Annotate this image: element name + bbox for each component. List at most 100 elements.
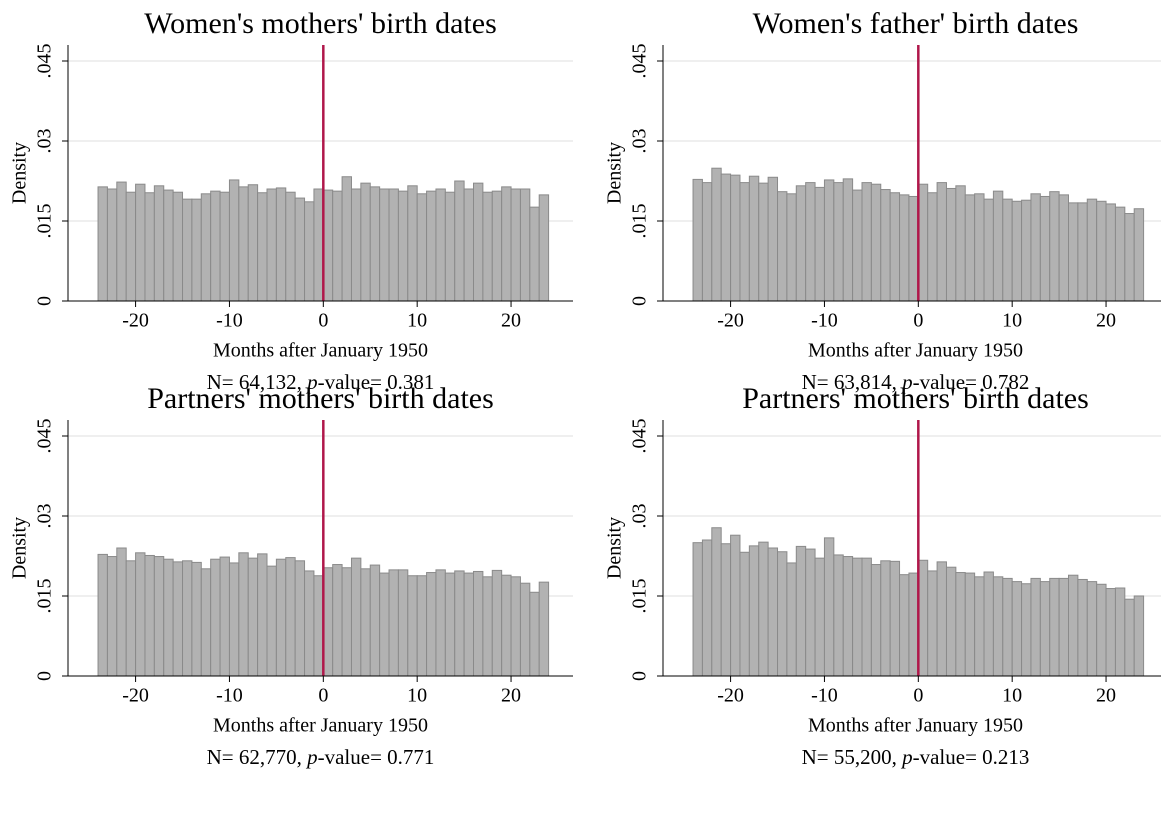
bar bbox=[1096, 200, 1107, 302]
bar bbox=[529, 591, 540, 677]
bar bbox=[219, 191, 230, 302]
bar bbox=[1058, 577, 1070, 677]
bar bbox=[1133, 595, 1145, 677]
bar bbox=[360, 182, 371, 302]
x-tick-label: 20 bbox=[501, 685, 521, 707]
bar bbox=[341, 567, 352, 677]
bar bbox=[313, 188, 324, 302]
bar bbox=[1086, 198, 1098, 302]
bar bbox=[852, 189, 863, 302]
bar bbox=[711, 167, 722, 302]
bar bbox=[899, 194, 910, 302]
bar bbox=[407, 185, 418, 302]
y-tick-label: .015 bbox=[629, 579, 651, 614]
note: N= 64,132, p-value= 0.381 bbox=[207, 370, 435, 394]
bar bbox=[454, 180, 465, 302]
bar bbox=[1068, 574, 1079, 677]
bar bbox=[1105, 203, 1116, 302]
bar bbox=[426, 572, 437, 677]
bar bbox=[945, 566, 957, 677]
bar bbox=[247, 184, 259, 302]
y-tick-label: .045 bbox=[629, 419, 651, 454]
bar bbox=[880, 189, 891, 302]
bar bbox=[172, 191, 184, 302]
bar bbox=[416, 575, 428, 677]
bar bbox=[833, 554, 844, 677]
bar bbox=[795, 545, 807, 677]
bar bbox=[491, 569, 503, 677]
bar bbox=[1068, 202, 1079, 302]
bar bbox=[1124, 598, 1135, 677]
y-tick-label: 0 bbox=[629, 671, 651, 681]
bar bbox=[842, 556, 854, 677]
x-tick-label: 10 bbox=[407, 310, 427, 332]
bar bbox=[275, 558, 287, 677]
bar bbox=[191, 561, 202, 677]
y-tick-label: .045 bbox=[34, 419, 56, 454]
bar bbox=[219, 556, 230, 677]
bar bbox=[1086, 581, 1098, 677]
bar bbox=[955, 185, 966, 302]
bar bbox=[200, 193, 212, 302]
bar bbox=[426, 190, 437, 302]
note-part: -value= 0.213 bbox=[913, 745, 1030, 769]
bar bbox=[125, 560, 137, 677]
bar bbox=[701, 539, 713, 677]
bar bbox=[463, 188, 475, 302]
bar bbox=[767, 176, 779, 302]
bar bbox=[758, 182, 769, 302]
note: N= 55,200, p-value= 0.213 bbox=[802, 745, 1030, 769]
x-tick-label: 10 bbox=[1002, 685, 1022, 707]
bar bbox=[266, 188, 277, 302]
bar bbox=[529, 206, 540, 302]
y-tick-label: .045 bbox=[629, 44, 651, 79]
bar bbox=[397, 190, 409, 302]
bar bbox=[852, 557, 863, 677]
bar bbox=[482, 191, 493, 302]
x-tick-label: 20 bbox=[1096, 685, 1116, 707]
bar bbox=[369, 186, 381, 302]
bar bbox=[739, 551, 750, 677]
x-tick-label: 0 bbox=[913, 685, 923, 707]
bar bbox=[795, 185, 807, 302]
bar bbox=[97, 553, 108, 677]
y-tick-label: .03 bbox=[629, 129, 651, 154]
bar bbox=[786, 562, 797, 677]
bar bbox=[1049, 577, 1060, 677]
bar bbox=[350, 188, 362, 302]
x-tick-label: -20 bbox=[717, 685, 744, 707]
bar bbox=[97, 186, 108, 302]
bar bbox=[266, 565, 277, 677]
bar bbox=[1021, 583, 1032, 677]
y-tick-label: .03 bbox=[34, 504, 56, 529]
bar bbox=[350, 557, 362, 677]
bar bbox=[116, 547, 127, 677]
y-axis-label: Density bbox=[9, 142, 31, 204]
bar bbox=[519, 188, 531, 302]
y-tick-label: .015 bbox=[629, 204, 651, 239]
bar bbox=[983, 198, 994, 302]
bar bbox=[397, 569, 409, 677]
bar bbox=[153, 185, 165, 302]
bar bbox=[908, 572, 919, 677]
note: N= 62,770, p-value= 0.771 bbox=[207, 745, 435, 769]
bar bbox=[407, 575, 418, 677]
note-part: p bbox=[305, 745, 318, 769]
bar bbox=[435, 569, 446, 677]
bar bbox=[144, 554, 155, 677]
bar bbox=[322, 567, 334, 677]
bar bbox=[444, 572, 456, 677]
bar bbox=[1133, 208, 1145, 302]
bar bbox=[332, 190, 343, 302]
y-tick-label: 0 bbox=[34, 671, 56, 681]
bar bbox=[1077, 202, 1088, 302]
bar bbox=[720, 543, 732, 677]
bar bbox=[379, 572, 390, 677]
bar bbox=[257, 192, 268, 302]
y-axis-label: Density bbox=[9, 517, 31, 579]
bar bbox=[1077, 578, 1088, 677]
bar bbox=[823, 537, 835, 677]
bar bbox=[228, 562, 240, 677]
chart-title: Women's father' birth dates bbox=[753, 7, 1079, 40]
bar bbox=[711, 527, 722, 677]
